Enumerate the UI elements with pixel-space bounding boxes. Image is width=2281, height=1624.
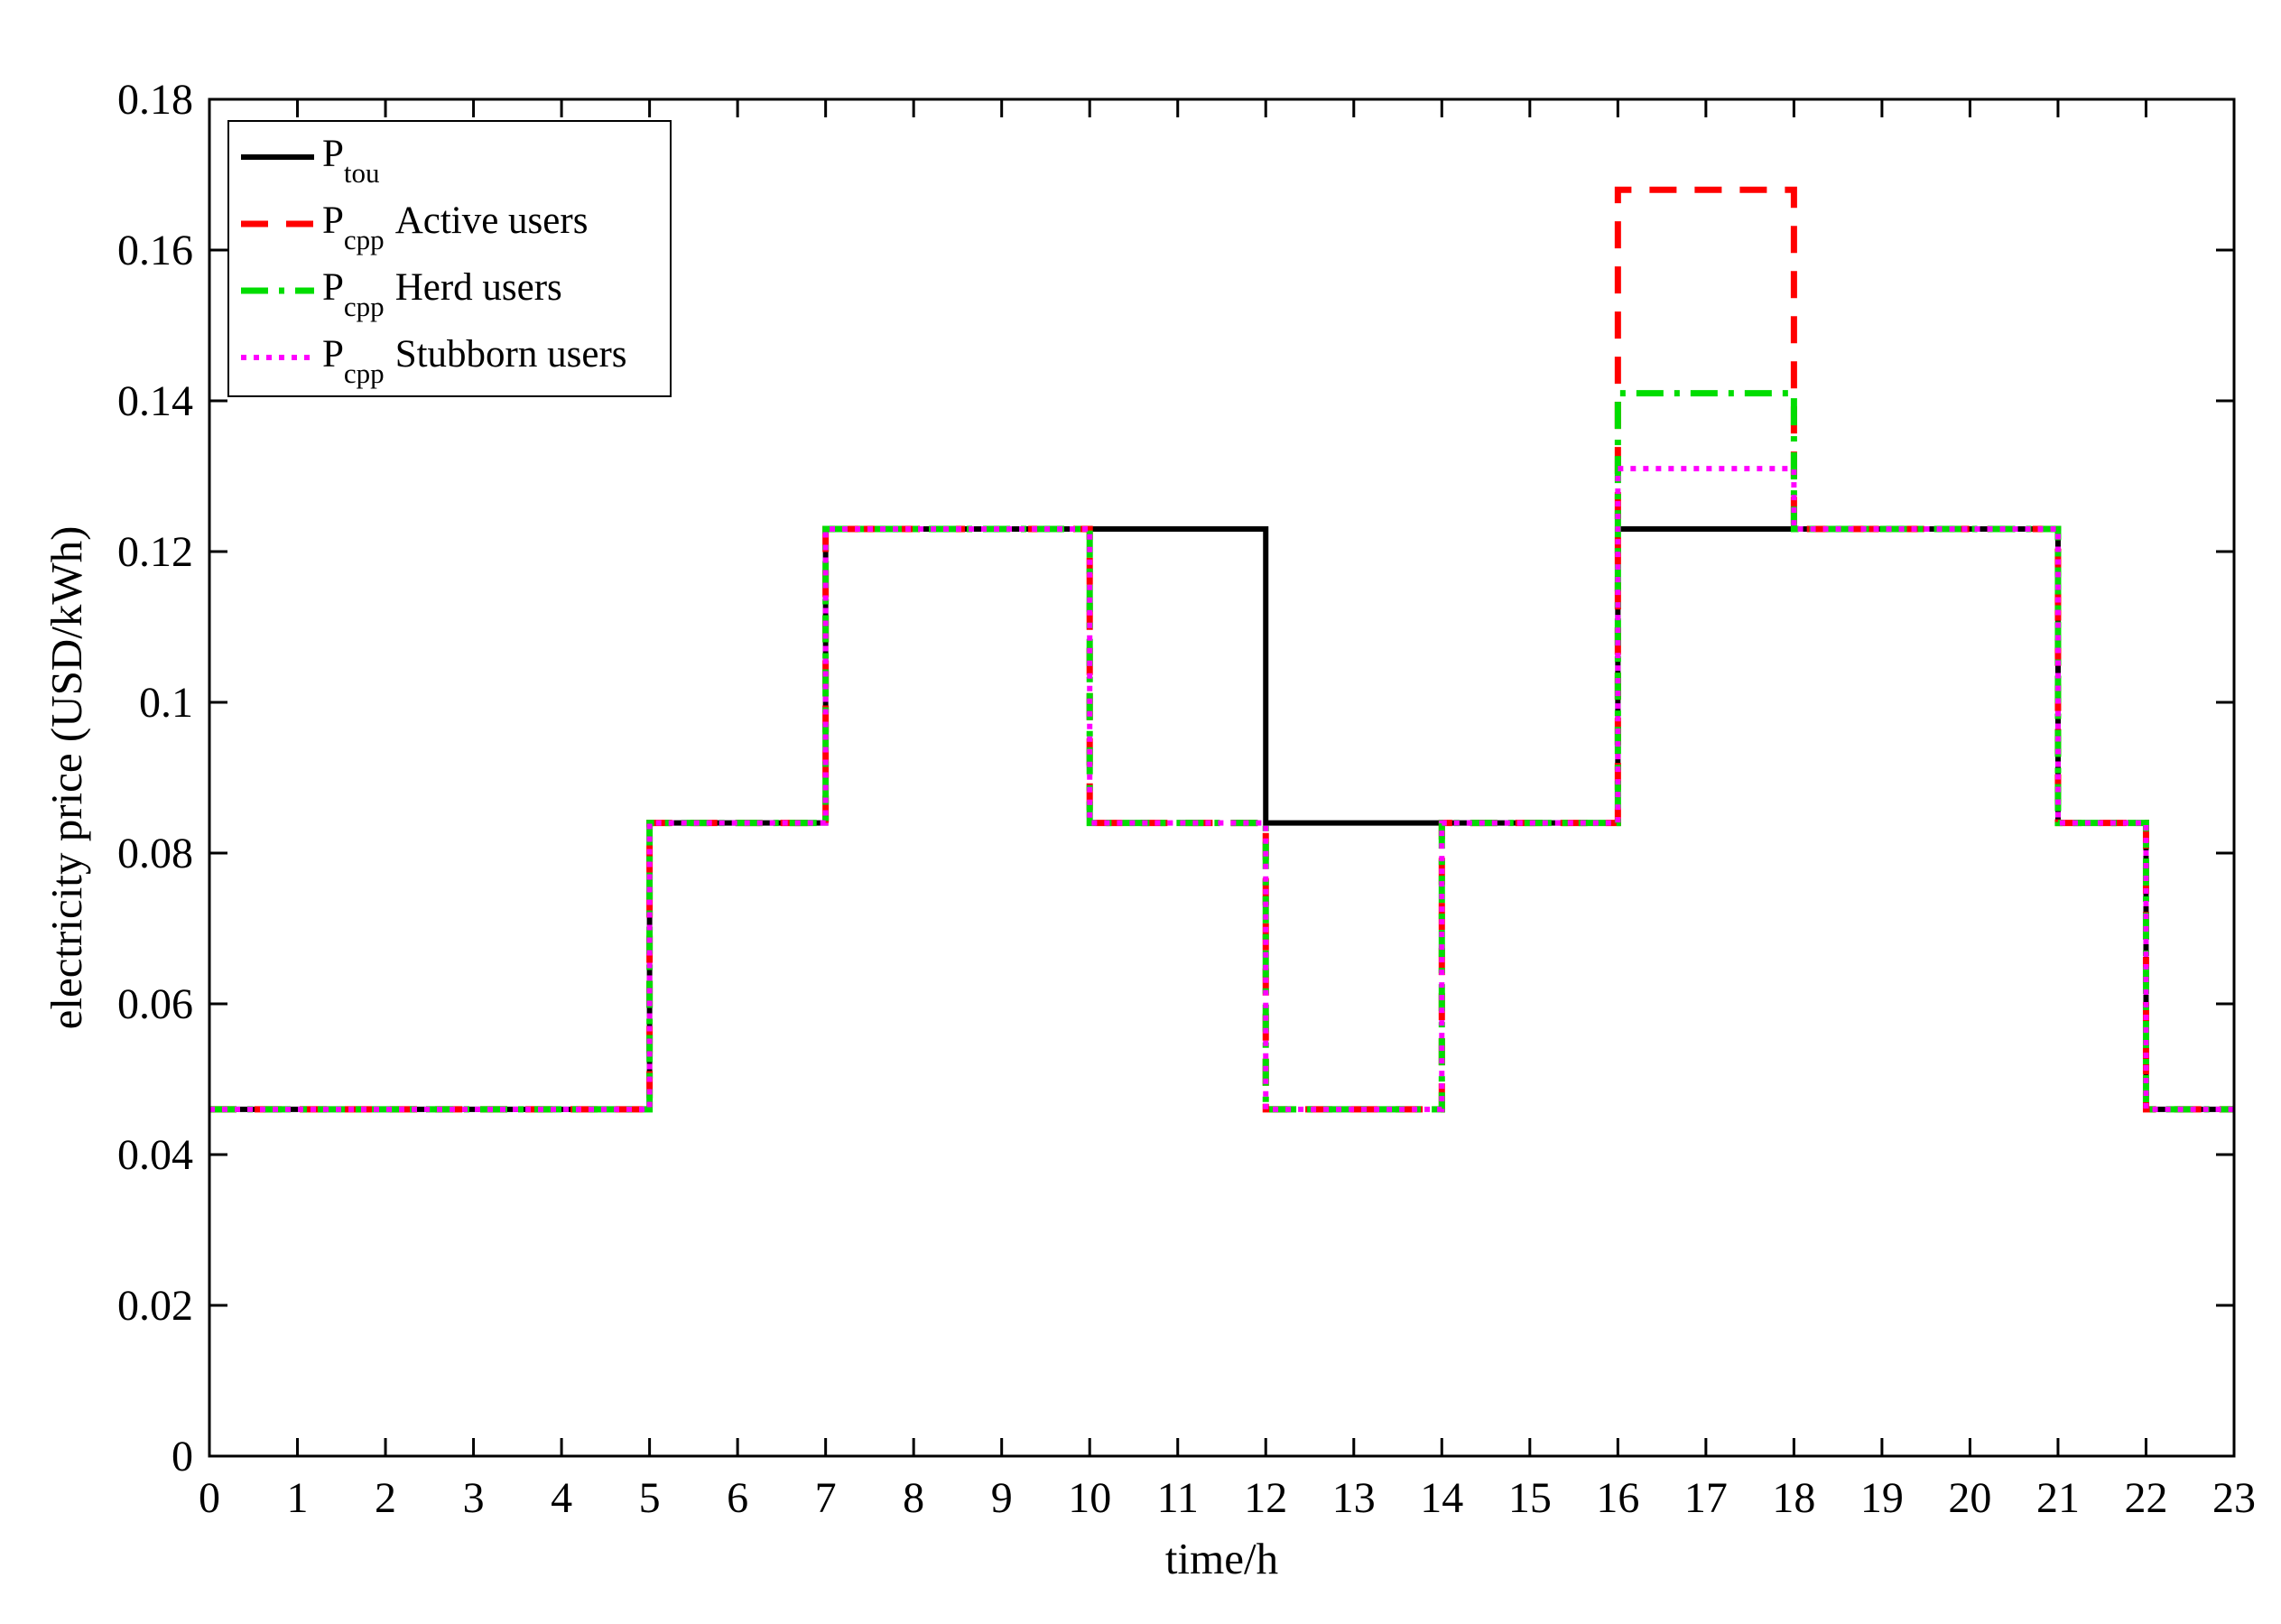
x-tick-label: 12 [1244,1474,1287,1522]
x-tick-label: 23 [2212,1474,2256,1522]
series-line-4 [209,466,2234,1112]
x-tick-labels: 0 1 2 3 4 5 6 7 8 9 10 11 12 13 14 15 16 17 18 19 20 21 22 23 [199,1474,2256,1522]
x-tick-label: 22 [2124,1474,2167,1522]
x-tick-label: 3 [463,1474,485,1522]
x-tick-label: 17 [1684,1474,1728,1522]
x-tick-label: 2 [375,1474,396,1522]
x-tick-label: 11 [1157,1474,1199,1522]
x-tick-label: 21 [2036,1474,2080,1522]
x-tick-label: 4 [551,1474,572,1522]
x-tick-label: 8 [903,1474,924,1522]
x-tick-label: 14 [1420,1474,1463,1522]
x-axis-title: time/h [1165,1534,1278,1583]
x-tick-label: 6 [727,1474,748,1522]
plot-area-frame [208,97,2236,1458]
x-tick-label: 0 [199,1474,220,1522]
y-tick-label: 0.04 [117,1131,193,1179]
x-tick-label: 18 [1772,1474,1815,1522]
y-tick-label: 0.18 [117,76,193,124]
x-tick-label: 5 [639,1474,661,1522]
y-axis-title: electricity price (USD/kWh) [42,526,91,1030]
y-tick-label: 0 [172,1433,193,1480]
y-tick-label: 0.16 [117,227,193,274]
legend: Ptou Pcpp Active users Pcpp Herd users Pcpp St… [227,120,672,397]
x-tick-label: 16 [1596,1474,1639,1522]
x-tick-label: 20 [1948,1474,1991,1522]
legend-label-2: Pcpp Active users [322,200,588,255]
x-tick-label: 7 [815,1474,837,1522]
axis-ticks [208,97,2236,1458]
x-tick-label: 19 [1860,1474,1904,1522]
y-tick-label: 0.12 [117,528,193,576]
x-tick-label: 1 [287,1474,309,1522]
x-tick-label: 9 [991,1474,1013,1522]
y-tick-label: 0.14 [117,377,193,425]
legend-label-3: Pcpp Herd users [322,266,562,322]
y-tick-label: 0.06 [117,980,193,1028]
x-tick-label: 13 [1332,1474,1376,1522]
legend-label-1: Ptou [322,133,380,189]
x-tick-label: 15 [1508,1474,1552,1522]
series-layer [209,186,2234,1113]
y-tick-labels: 0 0.02 0.04 0.06 0.08 0.1 0.12 0.14 0.16 0.18 [117,76,193,1480]
y-tick-label: 0.02 [117,1282,193,1330]
legend-label-4: Pcpp Stubborn users [322,333,627,389]
y-tick-label: 0.08 [117,830,193,877]
y-tick-label: 0.1 [139,679,193,727]
legend-box [227,120,672,397]
x-tick-label: 10 [1068,1474,1111,1522]
